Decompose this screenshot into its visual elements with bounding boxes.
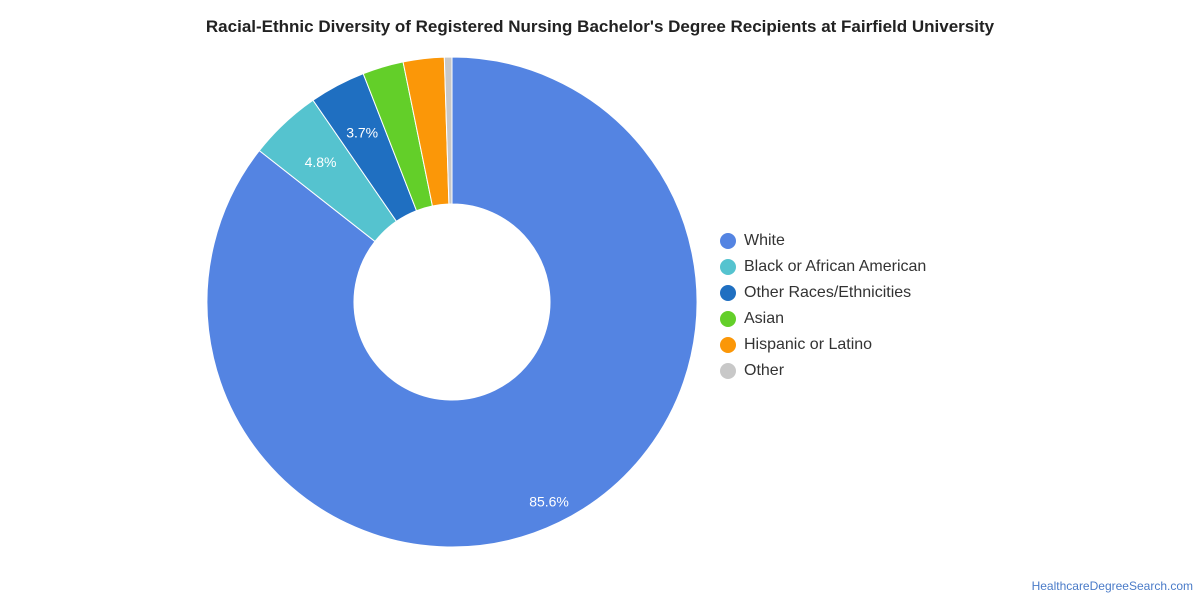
chart-legend: White Black or African American Other Race… — [720, 228, 926, 384]
legend-label: Other Races/Ethnicities — [744, 284, 912, 301]
slice-data-label: 3.7% — [346, 124, 378, 140]
legend-label: White — [744, 232, 785, 249]
legend-swatch-icon — [720, 233, 736, 249]
legend-item-hispanic-or-latino[interactable]: Hispanic or Latino — [720, 332, 926, 358]
legend-item-other[interactable]: Other — [720, 358, 926, 384]
legend-swatch-icon — [720, 259, 736, 275]
legend-item-other-races-ethnicities[interactable]: Other Races/Ethnicities — [720, 280, 926, 306]
attribution-link[interactable]: HealthcareDegreeSearch.com — [1031, 579, 1193, 593]
legend-label: Hispanic or Latino — [744, 336, 873, 353]
legend-label: Other — [744, 362, 785, 379]
slice-data-label: 85.6% — [529, 494, 569, 510]
donut-slice-white[interactable] — [206, 56, 698, 548]
chart-title: Racial-Ethnic Diversity of Registered Nu… — [205, 17, 995, 36]
legend-item-black-or-african-american[interactable]: Black or African American — [720, 254, 926, 280]
legend-item-white[interactable]: White — [720, 228, 926, 254]
legend-label: Black or African American — [744, 258, 927, 275]
legend-swatch-icon — [720, 311, 736, 327]
donut-slice-other[interactable] — [443, 56, 453, 205]
legend-swatch-icon — [720, 285, 736, 301]
slice-data-label: 4.8% — [305, 154, 337, 170]
legend-swatch-icon — [720, 337, 736, 353]
legend-label: Asian — [744, 310, 785, 327]
legend-swatch-icon — [720, 363, 736, 379]
legend-item-asian[interactable]: Asian — [720, 306, 926, 332]
